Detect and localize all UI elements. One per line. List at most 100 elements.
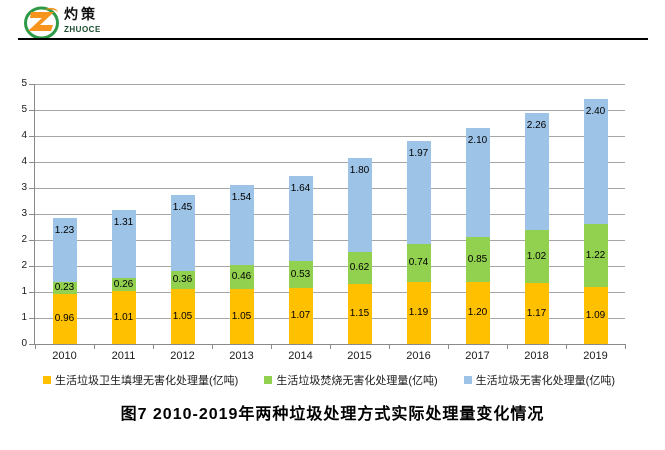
x-category-label: 2012 (170, 350, 195, 362)
bar-value-label: 1.17 (526, 307, 547, 319)
legend-item: 生活垃圾卫生填埋无害化处理量(亿吨) (43, 372, 238, 388)
x-axis-tick (329, 345, 331, 349)
gridline (35, 135, 625, 137)
bar-segment (52, 282, 77, 295)
y-tick-label: 4 (21, 130, 27, 141)
bar-segment (288, 288, 313, 344)
bar-segment (583, 287, 608, 344)
bar-value-label: 1.19 (408, 307, 429, 319)
bar-segment (111, 277, 136, 292)
bar-segment (347, 158, 372, 252)
legend-swatch-icon (463, 376, 472, 384)
chart-legend: 生活垃圾卫生填埋无害化处理量(亿吨) 生活垃圾焚烧无害化处理量(亿吨) 生活垃圾无害… (43, 372, 615, 388)
y-axis-tick (29, 213, 34, 215)
bar-segment (52, 294, 77, 344)
y-tick-label: 0 (21, 338, 27, 349)
bar-segment (288, 175, 313, 261)
gridline (35, 213, 625, 215)
x-category-label: 2016 (406, 350, 431, 362)
bar-value-label: 1.23 (54, 225, 75, 237)
bar-segment (111, 291, 136, 344)
bar-segment (229, 185, 254, 266)
bar-segment (229, 265, 254, 290)
y-axis-tick (29, 135, 34, 137)
chart-title: 图7 2010-2019年两种垃圾处理方式实际处理量变化情况 (120, 406, 545, 423)
legend-swatch-icon (264, 376, 273, 384)
x-category-label: 2014 (288, 350, 313, 362)
bar-segment (170, 289, 195, 344)
bar-value-label: 0.96 (54, 313, 75, 325)
y-tick-label: 3 (21, 208, 27, 219)
bar-segment (229, 289, 254, 344)
bar-segment (465, 237, 490, 282)
y-axis-tick (29, 317, 34, 319)
y-tick-label: 5 (21, 104, 27, 115)
y-axis-line (34, 84, 35, 345)
y-axis-tick (29, 291, 34, 293)
x-axis-tick (93, 345, 95, 349)
legend-label: 生活垃圾焚烧无害化处理量(亿吨) (276, 375, 438, 387)
x-axis-tick (624, 345, 626, 349)
x-axis-tick (152, 345, 154, 349)
bar-segment (111, 209, 136, 278)
bar-segment (406, 141, 431, 244)
bar-segment (406, 243, 431, 283)
y-tick-label: 2 (21, 234, 27, 245)
x-axis-tick (447, 345, 449, 349)
x-axis-tick (565, 345, 567, 349)
y-axis-tick (29, 187, 34, 189)
bar-value-label: 1.22 (585, 249, 606, 261)
bar-value-label: 1.64 (290, 182, 311, 194)
bar-value-label: 1.31 (113, 216, 134, 228)
bar-segment (170, 270, 195, 290)
y-tick-label: 1 (21, 312, 27, 323)
bar-value-label: 1.02 (526, 250, 547, 262)
x-category-label: 2015 (347, 350, 372, 362)
bar-value-label: 1.97 (408, 148, 429, 160)
y-axis-tick (29, 83, 34, 85)
bar-segment (524, 112, 549, 231)
x-axis-tick (270, 345, 272, 349)
bar-value-label: 1.15 (349, 308, 370, 320)
logo-en-text: ZHUOCE (64, 25, 101, 34)
y-axis-tick (29, 161, 34, 163)
stacked-bar-plot: 0 1 1 2 2 3 3 4 4 5 5 0.96 0.23 1.23 2010 1.01 0.26 1.31 2… (21, 79, 626, 362)
y-tick-label: 2 (21, 260, 27, 271)
bar-segment (465, 281, 490, 344)
x-category-label: 2010 (52, 350, 77, 362)
logo-swoosh-icon (44, 7, 58, 12)
bar-segment (406, 282, 431, 344)
x-category-label: 2018 (524, 350, 549, 362)
bar-value-label: 0.53 (290, 268, 311, 280)
bar-value-label: 1.45 (172, 202, 193, 214)
bar-value-label: 0.62 (349, 262, 370, 274)
bar-segment (347, 284, 372, 344)
bar-value-label: 0.26 (113, 278, 134, 290)
legend-label: 生活垃圾卫生填埋无害化处理量(亿吨) (55, 375, 239, 387)
x-axis-tick (388, 345, 390, 349)
bar-segment (347, 251, 372, 285)
gridline (35, 317, 625, 319)
y-tick-label: 5 (21, 78, 27, 89)
bar-segment (465, 128, 490, 238)
x-axis-tick (211, 345, 213, 349)
gridline (35, 291, 625, 293)
y-axis-tick (29, 265, 34, 267)
y-axis-tick (29, 239, 34, 241)
bar-value-label: 0.85 (467, 253, 488, 265)
bar-segment (583, 99, 608, 224)
gridline (35, 109, 625, 111)
gridline (35, 187, 625, 189)
bar-segment (524, 283, 549, 344)
bar-value-label: 0.23 (54, 282, 75, 294)
bar-value-label: 0.74 (408, 256, 429, 268)
bar-value-label: 1.54 (231, 192, 252, 204)
bar-segment (288, 260, 313, 289)
legend-item: 生活垃圾焚烧无害化处理量(亿吨) (264, 372, 438, 388)
y-tick-label: 4 (21, 156, 27, 167)
bar-value-label: 1.05 (172, 310, 193, 322)
y-tick-label: 1 (21, 286, 27, 297)
legend-label: 生活垃圾无害化处理量(亿吨) (475, 375, 615, 387)
x-axis-tick (34, 345, 36, 349)
